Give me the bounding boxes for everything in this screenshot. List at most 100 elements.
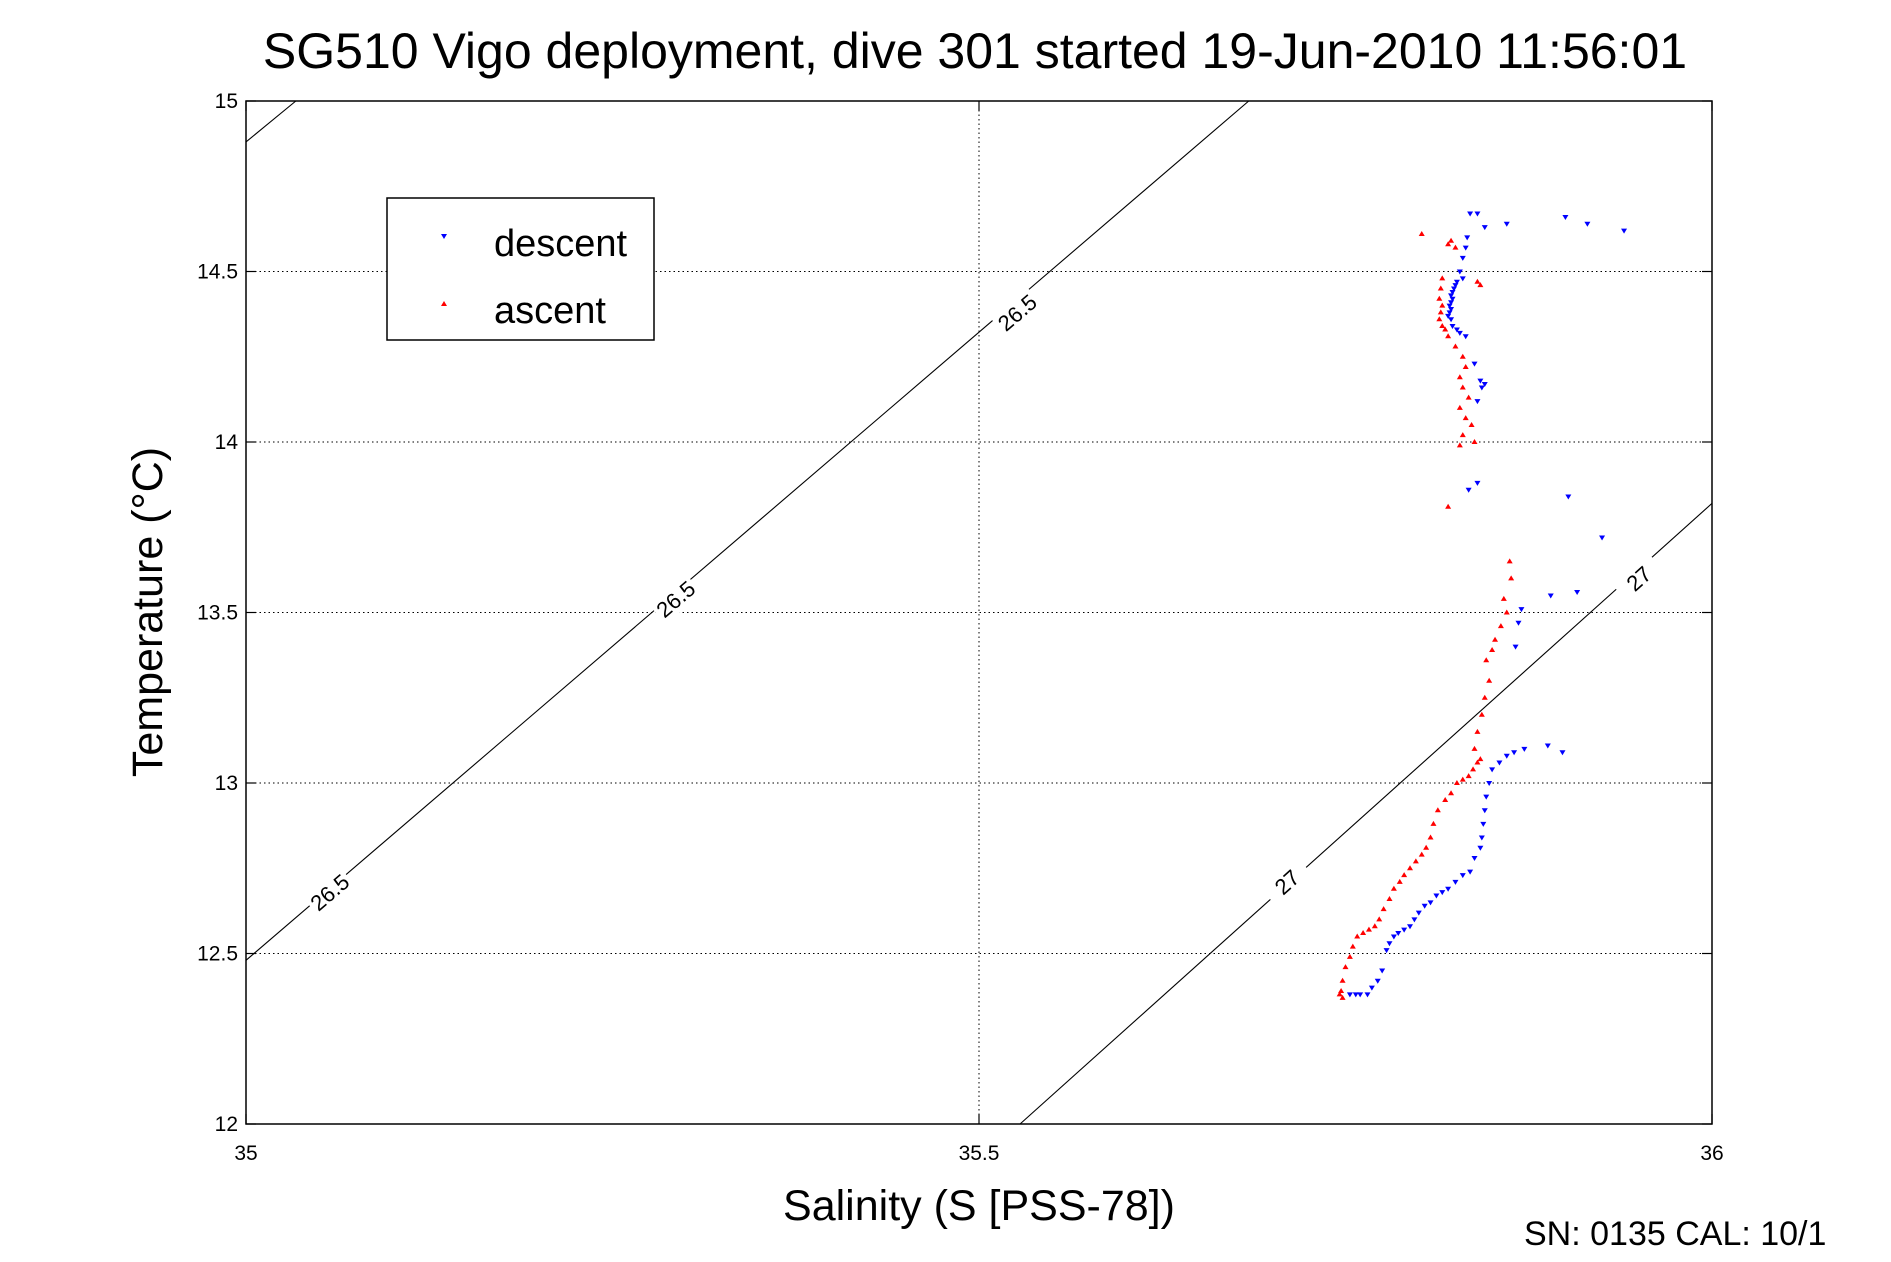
descent-point [1346,992,1353,998]
descent-point [1395,931,1402,937]
descent-point [1411,917,1418,923]
ascent-point [1418,230,1425,236]
descent-point [1512,644,1519,650]
ascent-point [1412,858,1419,864]
ascent-point [1489,647,1496,653]
ascent-point [1474,278,1481,284]
descent-point [1383,948,1390,954]
ascent-point [1442,326,1449,332]
descent-point [1364,992,1371,998]
legend-ascent-label: ascent [494,290,606,332]
descent-point [1421,903,1428,909]
descent-point [1448,300,1455,306]
descent-point [1478,835,1485,841]
descent-point [1518,607,1525,613]
contour-label-bg [1260,856,1314,908]
ascent-point [1386,895,1393,901]
contour-label-bg [990,286,1044,338]
descent-point [1467,211,1474,217]
ascent-point [1500,595,1507,601]
ascent-point [1376,916,1383,922]
descent-point [1462,334,1469,340]
ascent-point [1474,759,1481,765]
ascent-point [1452,244,1459,250]
ascent-point [1492,636,1499,642]
ascent-point [1437,309,1444,315]
descent-point [1486,781,1493,786]
descent-point [1599,535,1606,541]
ascent-point [1497,623,1504,629]
serial-calibration-footer: SN: 0135 CAL: 10/1 [1524,1215,1826,1253]
isopycnal-line [245,100,297,143]
ascent-point [1407,865,1414,871]
ascent-point [1465,773,1472,779]
descent-point [1433,893,1440,899]
ascent-point [1459,432,1466,438]
y-axis-ticks: 12 12.5 13 13.5 14 14.5 15 [197,90,1712,1136]
ascent-point [1486,677,1493,683]
descent-point [1462,245,1469,251]
ascent-point [1430,820,1437,826]
ascent-point [1439,275,1446,281]
descent-point [1547,593,1554,599]
chart-title: SG510 Vigo deployment, dive 301 started … [263,23,1687,79]
ascent-point [1396,878,1403,884]
ascent-point [1439,302,1446,308]
descent-point [1448,307,1455,313]
x-tick-label: 35 [234,1142,257,1165]
ascent-point [1427,834,1434,840]
ascent-point [1471,745,1478,751]
ascent-point [1434,807,1441,813]
descent-point [1480,821,1487,827]
y-tick-label: 13.5 [197,602,238,625]
descent-point [1446,303,1453,309]
descent-point [1379,968,1386,974]
ascent-point [1477,756,1484,762]
descent-point [1456,330,1463,336]
descent-point [1565,494,1572,500]
ascent-point [1459,353,1466,359]
descent-point [1515,620,1522,626]
descent-point [1521,746,1528,752]
legend-box [386,197,655,341]
descent-point [1407,924,1414,930]
ascent-point [1442,797,1449,803]
descent-point [1459,255,1466,261]
ascent-point [1380,906,1387,912]
ascent-point [1452,343,1459,349]
ascent-point [1474,728,1481,734]
descent-point [1452,879,1459,885]
x-tick-label: 36 [1700,1142,1723,1165]
ascent-point [1508,575,1515,581]
ascent-point [1456,374,1463,380]
descent-point [1474,480,1481,486]
descent-point [1352,992,1359,998]
y-tick-label: 12.5 [197,943,238,966]
ascent-point [1365,926,1372,932]
descent-point [1478,385,1485,391]
descent-point [1448,293,1455,299]
descent-point [1477,845,1484,851]
y-tick-label: 12 [215,1113,238,1136]
ascent-point [1339,977,1346,983]
ascent-point [1338,988,1345,994]
ascent-point [1423,844,1430,850]
ascent-point [1470,766,1477,772]
ascent-point [1453,780,1460,785]
ascent-point [1459,384,1466,390]
ascent-point [1445,241,1452,247]
ascent-point [1437,285,1444,291]
legend-descent-marker [441,234,447,239]
descent-point [1503,221,1510,227]
descent-point [1459,873,1466,879]
descent-point [1449,296,1456,302]
legend-descent-label: descent [494,223,628,265]
descent-point [1471,856,1478,862]
descent-point [1390,934,1397,940]
descent-point [1562,214,1569,220]
descent-point [1386,941,1393,947]
legend-ascent-marker [441,301,447,306]
ascent-point [1360,930,1367,936]
ascent-point [1445,503,1452,509]
